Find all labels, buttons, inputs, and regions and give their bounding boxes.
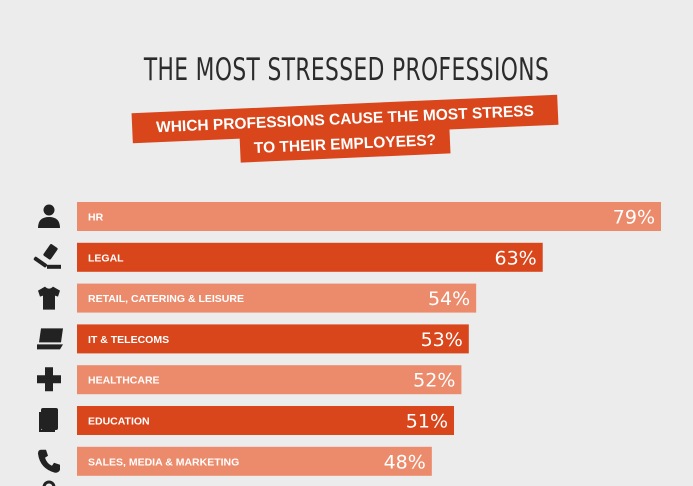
gavel-icon <box>33 244 61 269</box>
category-label: RETAIL, CATERING & LEISURE <box>88 293 244 305</box>
value-label: 63% <box>494 247 536 269</box>
bar-1 <box>77 242 543 272</box>
partial-icon <box>42 480 56 486</box>
value-label: 52% <box>413 370 455 392</box>
value-label: 79% <box>613 207 655 229</box>
page-title: THE MOST STRESSED PROFESSIONS <box>143 52 550 88</box>
book-icon <box>39 408 58 432</box>
bar-5 <box>77 406 455 435</box>
value-label: 54% <box>428 288 470 310</box>
bar-3 <box>77 324 469 354</box>
person-icon <box>38 204 60 228</box>
category-label: SALES, MEDIA & MARKETING <box>88 456 239 468</box>
bar-4 <box>77 365 462 395</box>
value-label: 51% <box>406 411 448 433</box>
bar-6 <box>77 446 432 476</box>
phone-icon <box>38 449 60 473</box>
category-label: HR <box>88 212 104 224</box>
category-label: HEALTHCARE <box>88 375 160 387</box>
value-label: 53% <box>421 329 463 351</box>
bar-0 <box>77 202 661 231</box>
category-label: LEGAL <box>88 252 124 264</box>
bar-2 <box>77 283 477 313</box>
category-label: EDUCATION <box>88 416 150 428</box>
medical-cross-icon <box>37 367 61 392</box>
tshirt-icon <box>38 286 60 310</box>
laptop-icon <box>37 328 63 350</box>
value-label: 48% <box>384 451 426 473</box>
category-label: IT & TELECOMS <box>88 334 169 346</box>
